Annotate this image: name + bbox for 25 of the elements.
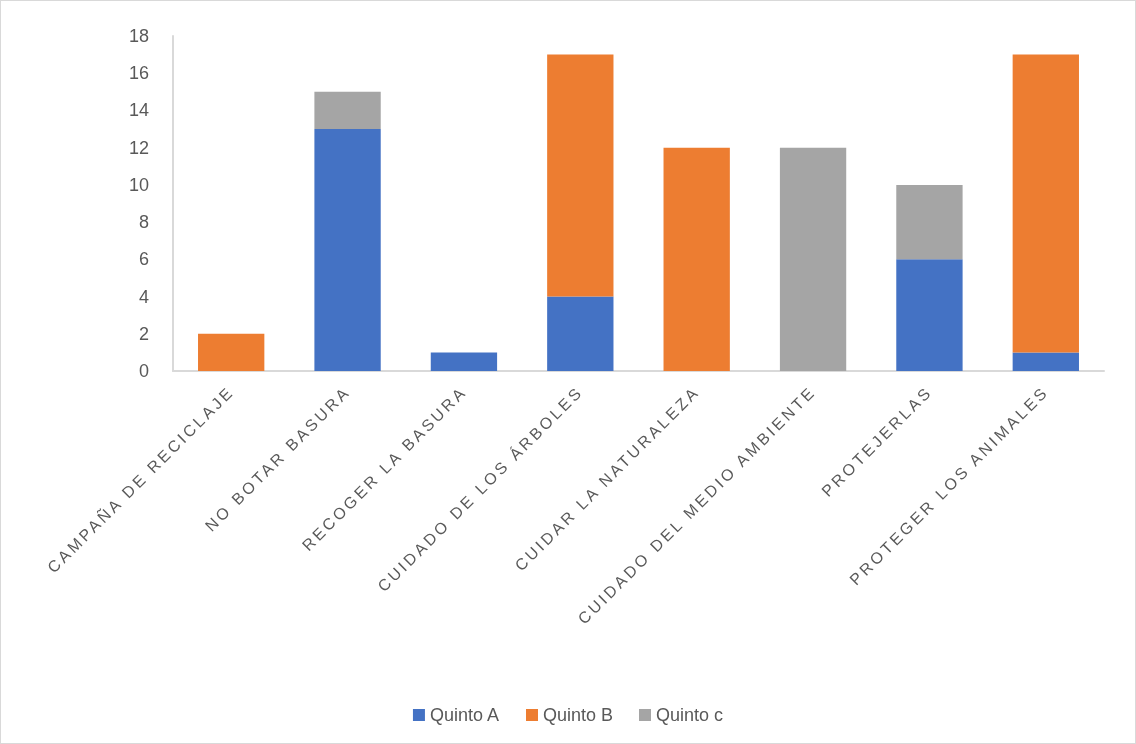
bar	[1012, 54, 1079, 353]
legend-label: Quinto c	[656, 705, 724, 725]
y-tick-label: 2	[138, 323, 149, 344]
y-tick-label: 14	[128, 100, 149, 121]
y-tick-label: 12	[128, 137, 149, 158]
y-tick-label: 8	[138, 212, 149, 233]
legend-label: Quinto B	[542, 705, 614, 725]
bar	[547, 296, 614, 371]
y-tick-label: 18	[128, 26, 149, 46]
bar	[314, 129, 381, 371]
bar	[547, 54, 614, 297]
y-tick-label: 6	[138, 249, 149, 270]
bar	[314, 91, 381, 130]
bar	[430, 352, 498, 371]
legend-label: Quinto A	[429, 705, 499, 725]
bar	[663, 147, 730, 371]
bar	[198, 333, 265, 371]
y-tick-label: 16	[128, 63, 149, 84]
y-tick-label: 10	[128, 174, 149, 195]
bar	[1012, 352, 1079, 371]
bar	[896, 259, 963, 371]
y-tick-label: 0	[138, 361, 149, 381]
bar	[896, 184, 963, 260]
y-tick-label: 4	[138, 286, 149, 307]
bar	[779, 147, 847, 371]
